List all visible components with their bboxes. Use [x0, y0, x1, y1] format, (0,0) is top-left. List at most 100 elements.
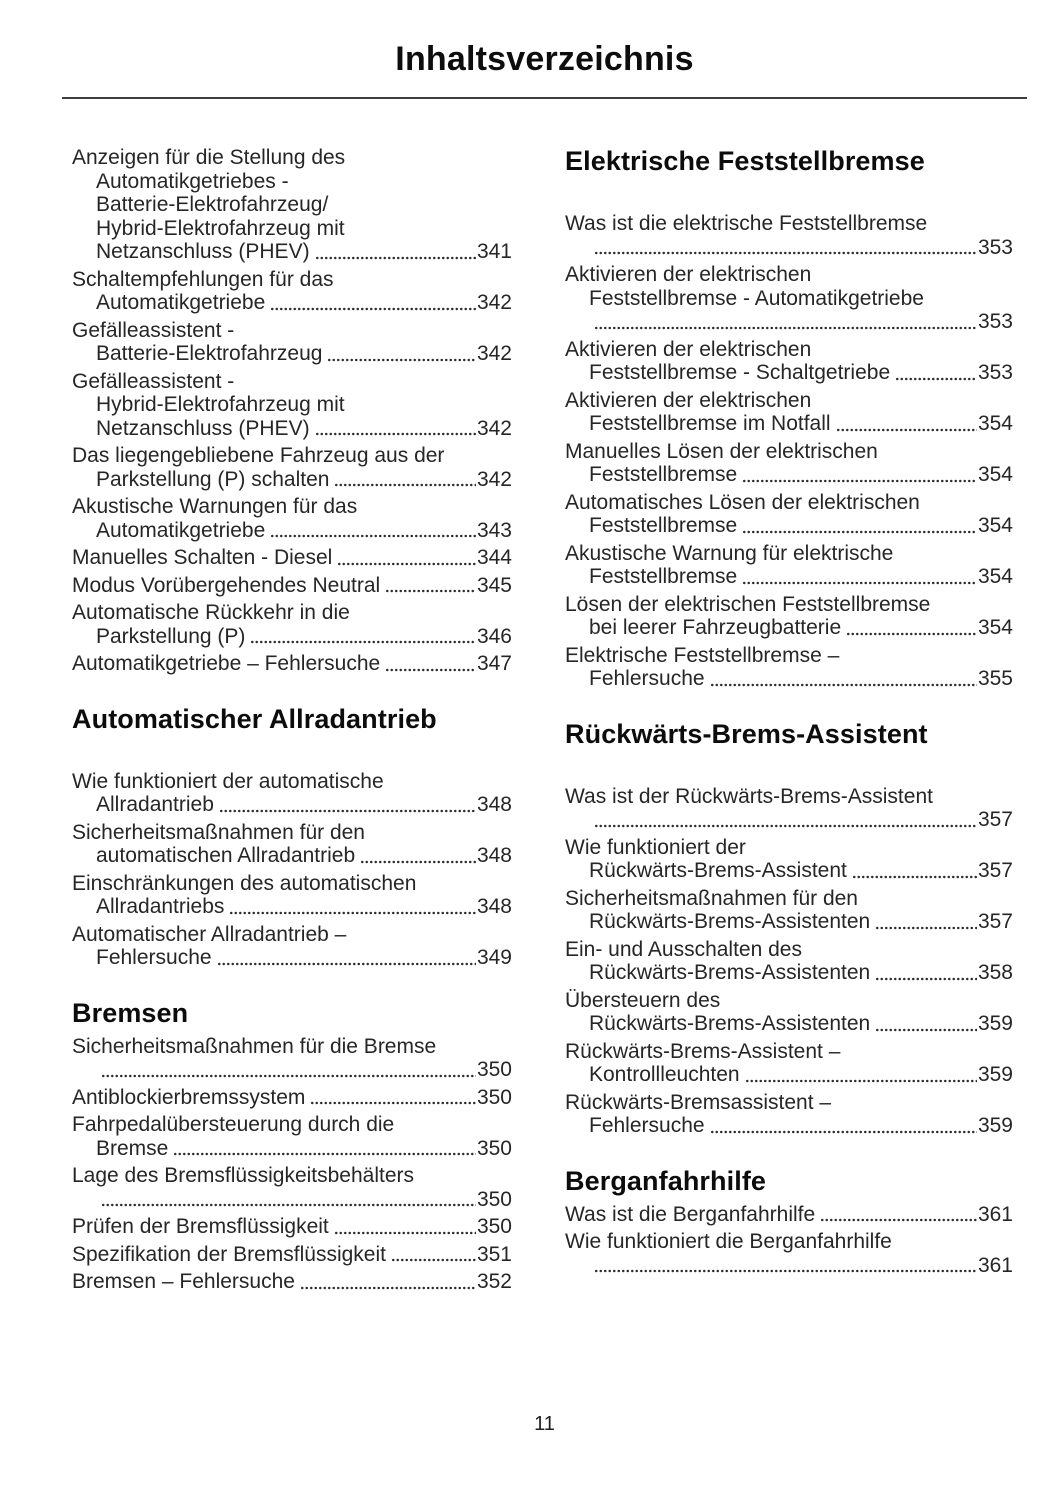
- leader-dots: [742, 463, 977, 487]
- entry-text: Akustische Warnung für elektrische: [565, 541, 894, 565]
- entry-text: Lösen der elektrischen Feststellbremse: [565, 592, 931, 616]
- toc-entry: Akustische Warnung für elektrische Festst…: [565, 542, 1013, 589]
- toc-entry: Gefälleassistent - Batterie-Elektrofahrze…: [72, 319, 512, 366]
- entry-page-number: 355: [977, 667, 1013, 690]
- toc-entry-line: Feststellbremse - Schaltgetriebe 353: [565, 361, 1013, 385]
- toc-entry: Manuelles Schalten - Diesel 344: [72, 546, 512, 570]
- toc-entry: Lage des Bremsflüssigkeitsbehälters 350: [72, 1164, 512, 1211]
- toc-entry: Das liegengebliebene Fahrzeug aus der Par…: [72, 444, 512, 491]
- toc-entry: Wie funktioniert der Rückwärts-Brems-Assi…: [565, 836, 1013, 883]
- toc-entry-line: 357: [565, 808, 1013, 832]
- toc-entry: Was ist die elektrische Feststellbremse 3…: [565, 212, 1013, 259]
- entry-page-number: 347: [476, 652, 512, 675]
- entry-text: Akustische Warnungen für das: [72, 495, 358, 518]
- page-number-footer: 11: [534, 1413, 555, 1435]
- entry-text: Hybrid-Elektrofahrzeug mit: [96, 216, 345, 240]
- leader-dots: [851, 859, 977, 883]
- entry-text: Manuelles Lösen der elektrischen: [565, 439, 878, 463]
- leader-dots: [101, 1058, 476, 1082]
- leader-dots: [101, 1187, 476, 1211]
- leader-dots: [310, 1085, 476, 1109]
- entry-page-number: 353: [977, 310, 1013, 333]
- entry-text: Anzeigen für die Stellung des: [72, 146, 346, 169]
- entry-page-number: 357: [977, 859, 1013, 882]
- toc-entry-line: bei leerer Fahrzeugbatterie 354: [565, 616, 1013, 640]
- section-heading: Rückwärts-Brems-Assistent: [565, 718, 928, 749]
- entry-page-number: 353: [977, 361, 1013, 384]
- toc-entry-line: Aktivieren der elektrischen: [565, 338, 1013, 362]
- entry-page-number: 349: [476, 946, 512, 969]
- toc-entry-line: Allradantrieb 348: [72, 793, 512, 817]
- toc-entry-line: Parkstellung (P) schalten 342: [72, 467, 512, 491]
- toc-entry-line: Fahrpedalübersteuerung durch die: [72, 1113, 512, 1137]
- entry-text: Aktivieren der elektrischen: [565, 388, 812, 412]
- entry-text: Modus Vorübergehendes Neutral: [72, 573, 381, 597]
- section-heading: Elektrische Feststellbremse: [565, 146, 925, 176]
- entry-text: Feststellbremse im Notfall: [589, 412, 831, 435]
- toc-entry: Modus Vorübergehendes Neutral 345: [72, 573, 512, 597]
- entry-text: Automatischer Allradantrieb –: [72, 922, 347, 946]
- leader-dots: [594, 310, 977, 334]
- entry-page-number: 354: [977, 565, 1013, 588]
- toc-entry-line: 350: [72, 1187, 512, 1211]
- leader-dots: [875, 910, 977, 934]
- toc-entry: Sicherheitsmaßnahmen für den automatische…: [72, 821, 512, 868]
- toc-entry: Fahrpedalübersteuerung durch die Bremse 35…: [72, 1113, 512, 1160]
- leader-dots: [173, 1136, 476, 1160]
- toc-entry-line: Akustische Warnungen für das: [72, 495, 512, 519]
- entry-page-number: 354: [977, 616, 1013, 639]
- toc-entry: Sicherheitsmaßnahmen für den Rückwärts-Br…: [565, 887, 1013, 934]
- page-title: Inhaltsverzeichnis: [395, 40, 694, 78]
- toc-entry-line: Was ist der Rückwärts-Brems-Assistent: [565, 785, 1013, 809]
- toc-entry-line: Bremsen – Fehlersuche 352: [72, 1270, 512, 1294]
- toc-entry-line: automatischen Allradantrieb 348: [72, 844, 512, 868]
- entry-page-number: 352: [476, 1270, 512, 1293]
- toc-entry-line: Gefälleassistent -: [72, 319, 512, 343]
- toc-entry-line: Sicherheitsmaßnahmen für die Bremse: [72, 1035, 512, 1059]
- leader-dots: [314, 416, 476, 440]
- toc-entry-line: Wie funktioniert der: [565, 836, 1013, 860]
- entry-page-number: 350: [476, 1187, 512, 1211]
- entry-page-number: 359: [977, 1063, 1013, 1086]
- entry-page-number: 348: [476, 895, 512, 918]
- entry-page-number: 350: [476, 1215, 512, 1238]
- toc-entry-line: Fehlersuche 355: [565, 667, 1013, 691]
- entry-text: Rückwärts-Brems-Assistenten: [589, 910, 871, 933]
- toc-entry-line: Einschränkungen des automatischen: [72, 872, 512, 896]
- toc-entry: Was ist der Rückwärts-Brems-Assistent 357: [565, 785, 1013, 832]
- toc-entry-line: Übersteuern des: [565, 989, 1013, 1013]
- entry-text: Bremsen – Fehlersuche: [72, 1270, 295, 1293]
- toc-entry-line: Allradantriebs 348: [72, 895, 512, 919]
- entry-text: Kontrollleuchten: [589, 1063, 740, 1086]
- toc-entry-line: Anzeigen für die Stellung des: [72, 146, 512, 170]
- entry-text: Parkstellung (P): [96, 624, 246, 648]
- toc-entry-line: Lösen der elektrischen Feststellbremse: [565, 593, 1013, 617]
- toc-entry: Automatisches Lösen der elektrischen Fest…: [565, 491, 1013, 538]
- toc-entry: Aktivieren der elektrischen Feststellbrem…: [565, 263, 1013, 334]
- entry-text: Antiblockierbremssystem: [72, 1085, 306, 1109]
- leader-dots: [327, 342, 476, 366]
- section-heading: Berganfahrhilfe: [565, 1165, 767, 1196]
- leader-dots: [333, 1215, 476, 1239]
- entry-text: Prüfen der Bremsflüssigkeit: [72, 1215, 329, 1238]
- toc-entry: Gefälleassistent - Hybrid-Elektrofahrzeug…: [72, 370, 512, 440]
- entry-page-number: 353: [977, 235, 1013, 259]
- leader-dots: [334, 467, 476, 491]
- toc-entry-line: Rückwärts-Brems-Assistenten 359: [565, 1012, 1013, 1036]
- entry-text: Feststellbremse - Schaltgetriebe: [589, 361, 891, 384]
- toc-entry-line: Das liegengebliebene Fahrzeug aus der: [72, 444, 512, 468]
- entry-text: Wie funktioniert der automatische: [72, 769, 384, 793]
- entry-page-number: 346: [476, 624, 512, 648]
- toc-entry-line: Netzanschluss (PHEV) 341: [72, 240, 512, 264]
- entry-page-number: 357: [977, 808, 1013, 831]
- entry-page-number: 354: [977, 463, 1013, 486]
- toc-entry: Rückwärts-Brems-Assistent – Kontrollleuch…: [565, 1040, 1013, 1087]
- leader-dots: [314, 240, 476, 264]
- leader-dots: [337, 546, 476, 570]
- leader-dots: [875, 1012, 977, 1036]
- entry-text: Bremse: [96, 1136, 169, 1160]
- leader-dots: [742, 565, 977, 589]
- toc-entry-line: Antiblockierbremssystem 350: [72, 1085, 512, 1109]
- toc-entry-line: 353: [565, 310, 1013, 334]
- leader-dots: [744, 1063, 977, 1087]
